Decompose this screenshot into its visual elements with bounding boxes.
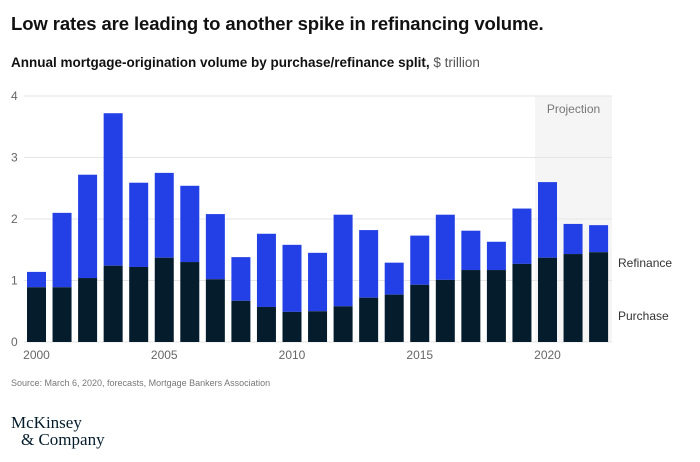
y-tick-label: 1 <box>11 274 18 288</box>
logo-line-2: & Company <box>21 430 105 449</box>
bar-refinance-2012 <box>333 214 353 307</box>
bar-group-2020 <box>538 182 557 342</box>
series-labels: Refinance Purchase <box>618 256 672 323</box>
bar-purchase-2013 <box>359 297 379 342</box>
x-axis-ticks: 2000 2005 2010 2015 2020 <box>23 348 561 362</box>
x-tick-label: 2015 <box>406 348 433 362</box>
bar-purchase-2014 <box>384 294 404 342</box>
bar-refinance-2017 <box>461 230 481 271</box>
bar-purchase-2010 <box>282 311 302 342</box>
bar-purchase-2001 <box>52 287 72 342</box>
logo-line-1: McKinsey <box>11 413 82 432</box>
bar-group-2019 <box>512 208 532 342</box>
bar-group-2004 <box>129 182 149 342</box>
bar-purchase-2016 <box>435 279 455 342</box>
x-tick-label: 2000 <box>23 348 50 362</box>
legend-label-refinance: Refinance <box>618 256 672 270</box>
bar-refinance-2020 <box>538 182 557 258</box>
bar-refinance-2014 <box>384 262 404 295</box>
bar-refinance-2010 <box>282 244 302 312</box>
projection-label: Projection <box>547 102 600 116</box>
mckinsey-logo: McKinsey & Company <box>11 414 105 448</box>
x-tick-label: 2010 <box>279 348 306 362</box>
bar-purchase-2005 <box>154 257 174 342</box>
bar-refinance-2018 <box>486 241 506 271</box>
bar-purchase-2018 <box>486 270 506 342</box>
bar-group-2012 <box>333 214 353 342</box>
bar-refinance-2019 <box>512 208 532 264</box>
chart-subtitle: Annual mortgage-origination volume by pu… <box>11 55 480 70</box>
bar-purchase-2009 <box>256 306 276 342</box>
bars <box>27 113 609 342</box>
bar-purchase-2020 <box>538 257 557 342</box>
bar-refinance-2007 <box>205 214 225 280</box>
bar-refinance-2015 <box>410 235 430 285</box>
bar-group-2002 <box>78 174 98 342</box>
subtitle-main: Annual mortgage-origination volume by pu… <box>11 55 430 70</box>
bar-refinance-2013 <box>359 230 379 298</box>
bar-group-2000 <box>27 271 46 342</box>
source-note: Source: March 6, 2020, forecasts, Mortga… <box>11 378 271 388</box>
bar-group-2003 <box>103 113 123 342</box>
bar-refinance-2011 <box>308 252 328 312</box>
bar-group-2021 <box>563 223 583 342</box>
x-tick-label: 2005 <box>151 348 178 362</box>
stacked-bar-chart: Projection 0 1 2 3 4 2000 2005 2010 2015 2020 Re… <box>11 89 672 362</box>
bar-group-2006 <box>180 185 200 342</box>
chart-title: Low rates are leading to another spike i… <box>11 13 544 34</box>
bar-purchase-2000 <box>27 287 46 342</box>
bar-group-2015 <box>410 235 430 342</box>
y-tick-label: 3 <box>11 151 18 165</box>
bar-group-2022 <box>589 225 609 342</box>
bar-purchase-2011 <box>308 311 328 342</box>
bar-group-2005 <box>154 172 174 342</box>
bar-refinance-2016 <box>435 214 455 280</box>
bar-group-2013 <box>359 230 379 342</box>
bar-refinance-2009 <box>256 233 276 307</box>
y-tick-label: 4 <box>11 89 18 103</box>
bar-group-2008 <box>231 257 251 342</box>
bar-refinance-2001 <box>52 212 72 288</box>
bar-group-2010 <box>282 244 302 342</box>
bar-purchase-2004 <box>129 266 149 342</box>
bar-group-2007 <box>205 214 225 342</box>
bar-purchase-2006 <box>180 262 200 342</box>
bar-purchase-2017 <box>461 270 481 342</box>
bar-group-2017 <box>461 230 481 342</box>
bar-purchase-2012 <box>333 306 353 342</box>
legend-label-purchase: Purchase <box>618 309 669 323</box>
subtitle-unit: $ trillion <box>429 55 480 70</box>
bar-purchase-2019 <box>512 263 532 342</box>
bar-purchase-2022 <box>589 252 609 342</box>
bar-group-2016 <box>435 214 455 342</box>
bar-refinance-2000 <box>27 271 46 288</box>
bar-refinance-2006 <box>180 185 200 263</box>
bar-refinance-2008 <box>231 257 251 301</box>
bar-refinance-2002 <box>78 174 98 279</box>
bar-group-2001 <box>52 212 72 342</box>
bar-refinance-2005 <box>154 172 174 258</box>
bar-purchase-2002 <box>78 278 98 342</box>
bar-refinance-2003 <box>103 113 123 266</box>
bar-refinance-2021 <box>563 223 583 255</box>
y-tick-label: 0 <box>11 335 18 349</box>
bar-group-2014 <box>384 262 404 342</box>
bar-purchase-2021 <box>563 254 583 342</box>
y-axis-ticks: 0 1 2 3 4 <box>11 89 18 349</box>
bar-purchase-2008 <box>231 300 251 342</box>
x-tick-label: 2020 <box>534 348 561 362</box>
bar-refinance-2004 <box>129 182 149 267</box>
bar-purchase-2015 <box>410 284 430 342</box>
bar-group-2018 <box>486 241 506 342</box>
bar-group-2011 <box>308 252 328 342</box>
bar-refinance-2022 <box>589 225 609 253</box>
y-tick-label: 2 <box>11 212 18 226</box>
bar-group-2009 <box>256 233 276 342</box>
bar-purchase-2003 <box>103 265 123 342</box>
bar-purchase-2007 <box>205 279 225 342</box>
